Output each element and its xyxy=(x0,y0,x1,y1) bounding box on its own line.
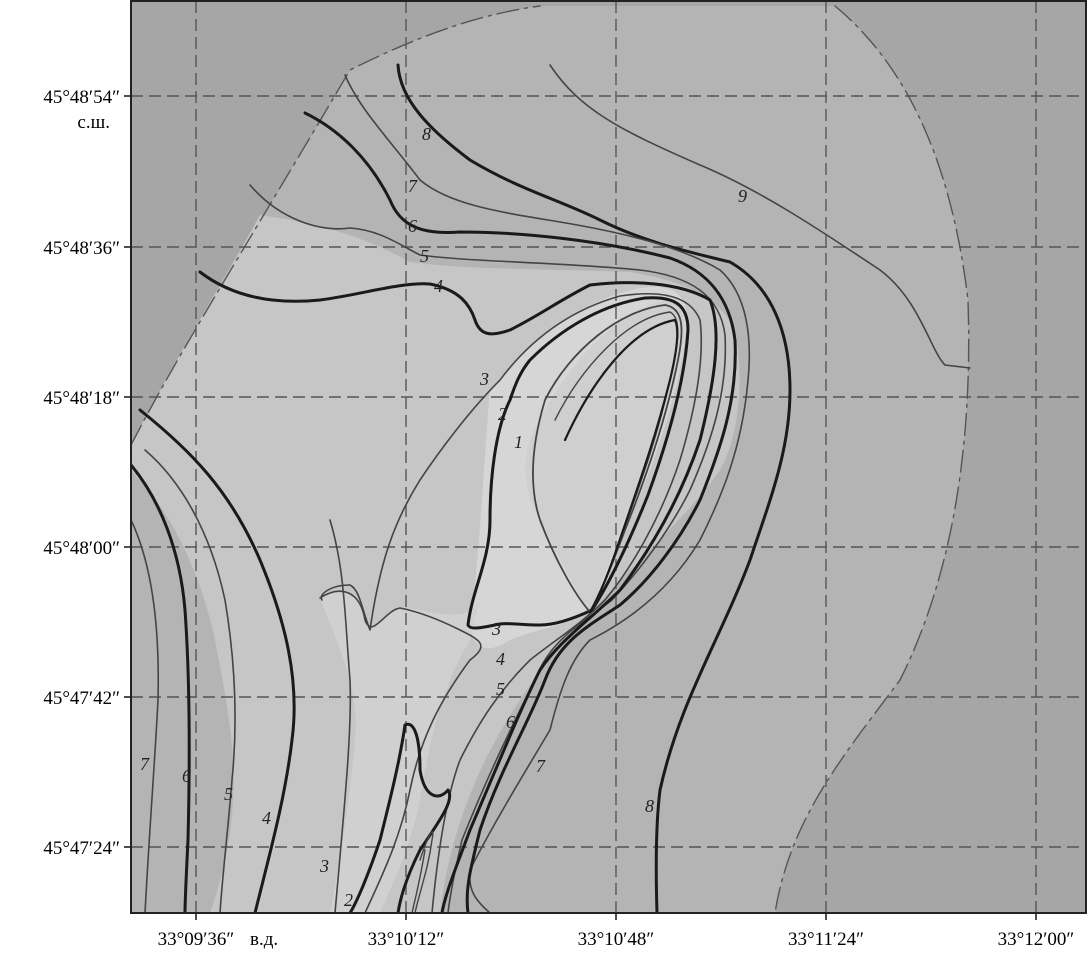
label-4-left: 4 xyxy=(262,808,271,828)
label-8-north: 8 xyxy=(422,124,431,144)
lon-label-2: 33°10′12″ xyxy=(368,929,445,950)
label-7-left: 7 xyxy=(140,754,150,774)
label-6-south: 6 xyxy=(506,712,515,732)
latitude-labels: 45°48′54″ с.ш. 45°48′36″ 45°48′18″ 45°48… xyxy=(43,87,120,859)
contour-1-spit xyxy=(532,304,683,613)
contour-left-5 xyxy=(144,449,236,913)
label-4-south: 4 xyxy=(496,649,505,669)
contour-spit-inner-b xyxy=(563,318,679,614)
lon-label-5: 33°12′00″ xyxy=(998,929,1075,950)
lat-label-2: 45°48′36″ xyxy=(43,238,120,259)
contour-left-3 xyxy=(329,519,352,913)
label-3-left: 3 xyxy=(319,856,329,876)
lat-label-6: 45°47′24″ xyxy=(43,838,120,859)
survey-boundary xyxy=(131,5,970,913)
label-3-south: 3 xyxy=(491,619,501,639)
label-5-left: 5 xyxy=(224,784,233,804)
contour-south-2 xyxy=(348,722,452,913)
contour-south-3 xyxy=(319,590,482,913)
label-5-north: 5 xyxy=(420,246,429,266)
label-6-left: 6 xyxy=(182,766,191,786)
contour-5-north xyxy=(249,184,727,913)
contour-4-north xyxy=(198,270,718,913)
coordinate-grid xyxy=(131,1,1086,913)
lat-hemisphere: с.ш. xyxy=(77,112,110,133)
contour-9 xyxy=(549,64,971,369)
contour-south-1 xyxy=(411,831,434,913)
label-4-north: 4 xyxy=(434,276,443,296)
contour-left-7 xyxy=(131,519,160,913)
longitude-labels: 33°09′36″ в.д. 33°10′12″ 33°10′48″ 33°11… xyxy=(158,929,1075,950)
contour-left-6 xyxy=(131,463,191,913)
contour-2-spit xyxy=(466,296,690,630)
label-2-left: 2 xyxy=(344,890,353,910)
contour-6-north xyxy=(303,111,737,913)
map-frame xyxy=(130,0,1087,914)
lat-label-5: 45°47′42″ xyxy=(43,688,120,709)
label-7-south: 7 xyxy=(536,756,546,776)
label-6-north: 6 xyxy=(408,216,417,236)
label-2-spit: 2 xyxy=(498,404,507,424)
lon-label-3: 33°10′48″ xyxy=(578,929,655,950)
lon-label-1: 33°09′36″ xyxy=(158,929,235,950)
lon-label-4: 33°11′24″ xyxy=(788,929,864,950)
lat-label-3: 45°48′18″ xyxy=(43,388,120,409)
contour-7-north xyxy=(344,74,751,913)
map-area xyxy=(131,1,1086,913)
contour-left-4 xyxy=(138,408,296,913)
lat-label-1: 45°48′54″ xyxy=(43,87,120,108)
contour-3-spit xyxy=(320,292,703,913)
lon-hemisphere: в.д. xyxy=(250,929,278,950)
tick-marks xyxy=(124,95,1037,920)
spit-core xyxy=(525,300,685,612)
contour-labels: 8 7 6 5 4 9 3 2 1 3 4 5 6 7 8 7 6 5 4 3 … xyxy=(140,124,747,910)
label-9: 9 xyxy=(738,186,747,206)
label-8-south: 8 xyxy=(645,796,654,816)
label-3-spit: 3 xyxy=(479,369,489,389)
contour-8-north xyxy=(396,63,792,913)
label-7-north: 7 xyxy=(408,176,418,196)
lat-label-4: 45°48′00″ xyxy=(43,538,120,559)
label-5-south: 5 xyxy=(496,679,505,699)
label-1-spit: 1 xyxy=(514,432,523,452)
